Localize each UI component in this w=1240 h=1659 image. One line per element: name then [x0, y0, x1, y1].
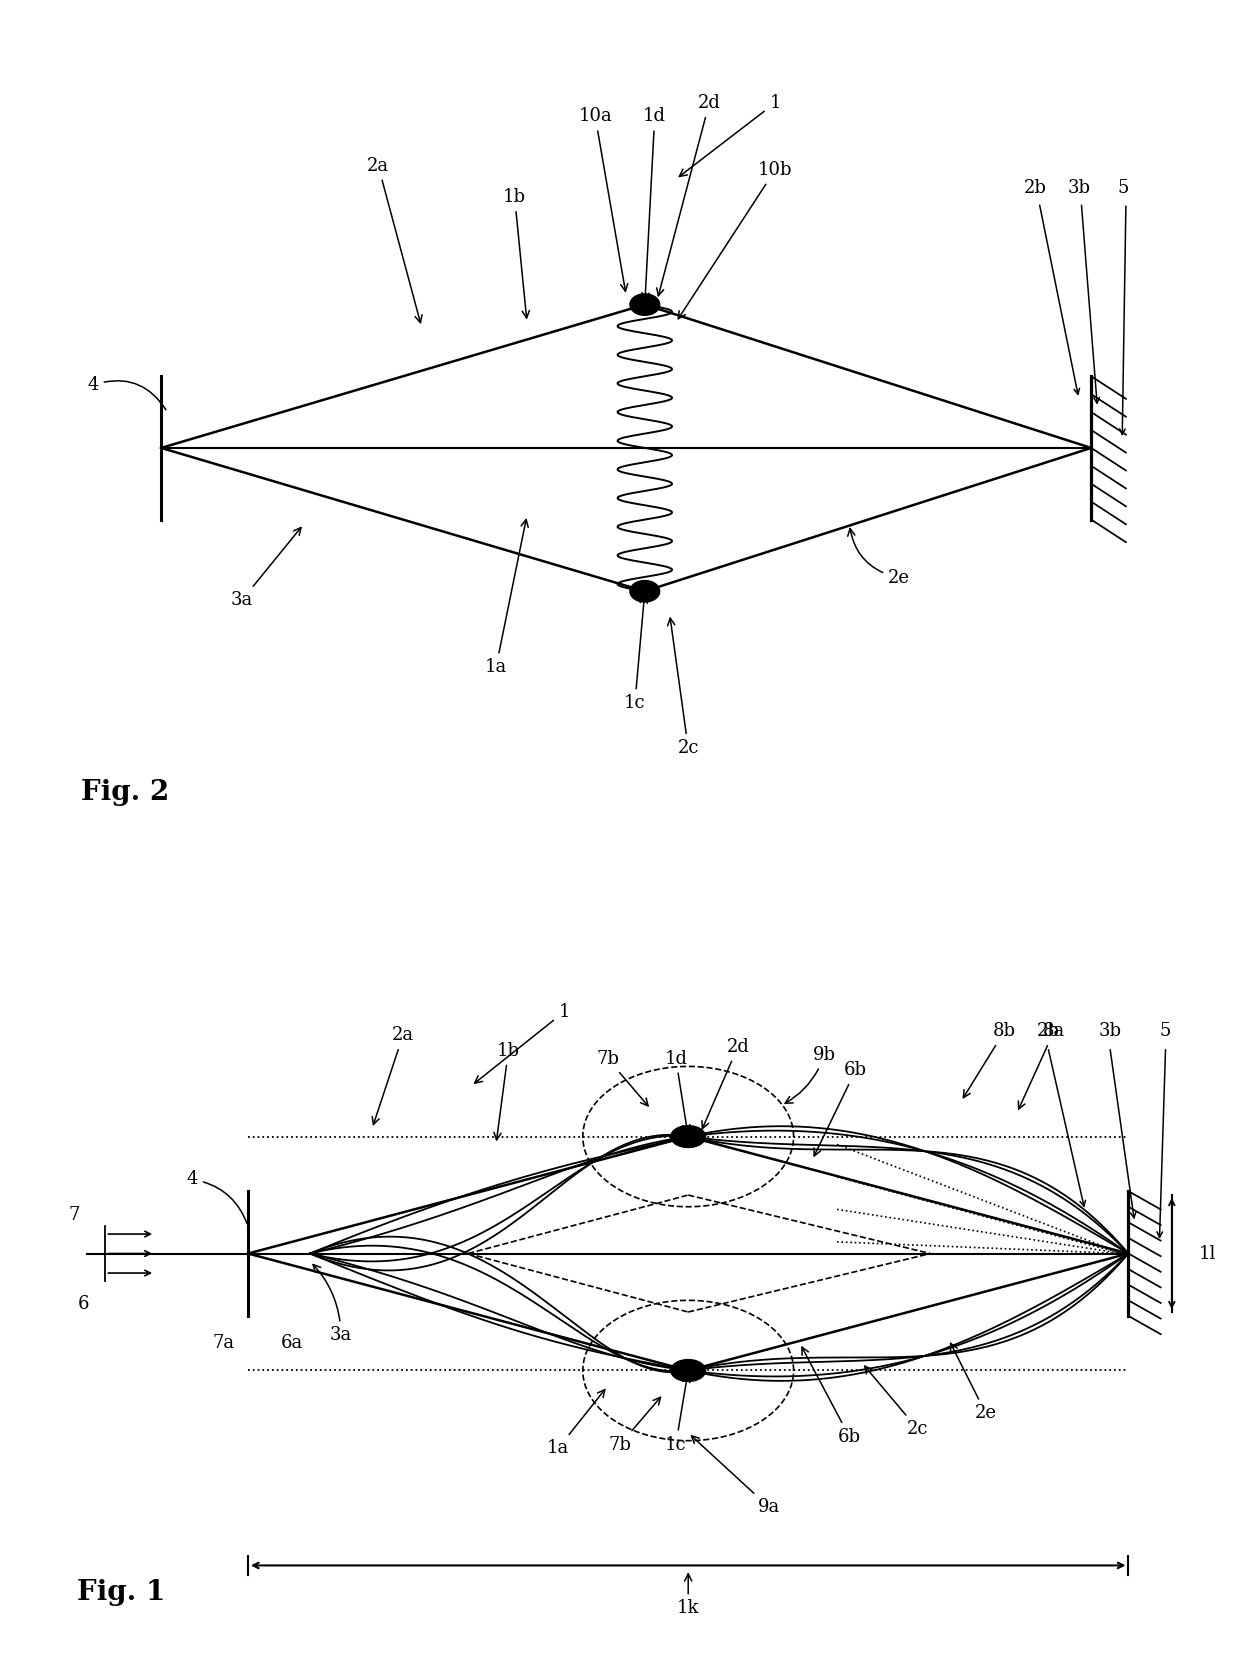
Text: 6b: 6b: [802, 1347, 861, 1445]
Text: 5: 5: [1159, 1022, 1172, 1040]
Text: 1b: 1b: [494, 1042, 520, 1140]
Text: 5: 5: [1117, 179, 1130, 197]
Text: 10a: 10a: [578, 108, 627, 292]
Text: 7b: 7b: [609, 1397, 661, 1453]
Text: 9a: 9a: [692, 1437, 780, 1516]
Text: 2a: 2a: [372, 1027, 414, 1125]
Text: 1b: 1b: [503, 187, 529, 319]
Text: 3a: 3a: [312, 1264, 352, 1344]
Text: 3b: 3b: [1068, 179, 1090, 197]
Text: 1k: 1k: [677, 1574, 699, 1618]
Text: 2b: 2b: [1037, 1022, 1059, 1040]
Text: Fig. 1: Fig. 1: [77, 1579, 165, 1606]
Text: Fig. 2: Fig. 2: [81, 780, 169, 806]
Text: 10b: 10b: [678, 161, 792, 319]
Text: 6b: 6b: [813, 1062, 867, 1156]
Text: 1c: 1c: [665, 1375, 689, 1453]
Text: 2e: 2e: [951, 1344, 997, 1422]
Circle shape: [671, 1360, 706, 1382]
Circle shape: [630, 294, 660, 315]
Text: 7: 7: [68, 1206, 81, 1224]
Text: 9b: 9b: [785, 1045, 836, 1103]
Text: 2e: 2e: [848, 529, 910, 587]
Text: 8a: 8a: [1018, 1022, 1065, 1110]
Text: 7b: 7b: [596, 1050, 649, 1107]
Text: 1l: 1l: [1199, 1244, 1216, 1262]
Text: 1d: 1d: [665, 1050, 689, 1131]
Text: 4: 4: [87, 377, 166, 410]
Text: 6: 6: [77, 1296, 89, 1314]
Text: 8b: 8b: [963, 1022, 1016, 1098]
Text: 2c: 2c: [864, 1365, 929, 1438]
Text: 1d: 1d: [642, 108, 666, 300]
Text: 3a: 3a: [231, 528, 301, 609]
Text: 1a: 1a: [547, 1390, 605, 1458]
Text: 7a: 7a: [212, 1334, 234, 1352]
Text: 6a: 6a: [280, 1334, 303, 1352]
Text: 2d: 2d: [657, 95, 720, 295]
Text: 4: 4: [186, 1171, 247, 1224]
Text: 2b: 2b: [1024, 179, 1047, 197]
Text: 1c: 1c: [624, 596, 647, 712]
Text: 2c: 2c: [667, 619, 699, 757]
Text: 1a: 1a: [485, 519, 528, 677]
Text: 1: 1: [680, 95, 781, 176]
Circle shape: [630, 581, 660, 602]
Text: 2a: 2a: [367, 156, 422, 322]
Circle shape: [671, 1126, 706, 1148]
Text: 3b: 3b: [1099, 1022, 1121, 1040]
Text: 1: 1: [475, 1002, 570, 1083]
Text: 2d: 2d: [702, 1039, 749, 1128]
